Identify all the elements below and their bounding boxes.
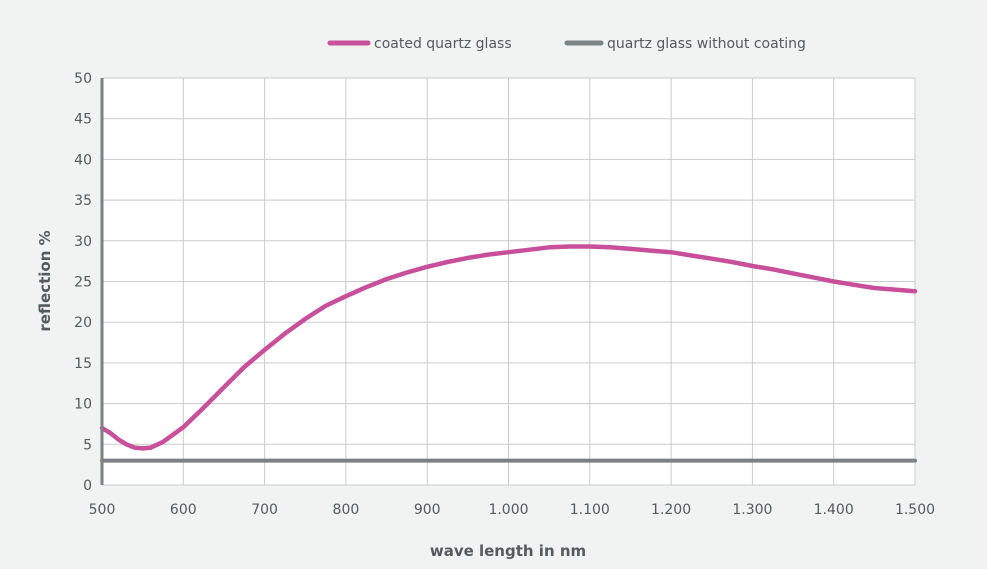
y-tick-label: 15 [74,356,92,372]
y-tick-labels: 0 5 10 15 20 25 30 35 40 45 50 [74,71,92,494]
grid [101,77,916,486]
y-tick-label: 50 [74,71,92,87]
x-tick-label: 1.300 [732,502,772,518]
x-tick-label: 1.400 [814,502,854,518]
x-tick-label: 800 [333,502,360,518]
x-tick-label: 1.200 [651,502,691,518]
y-tick-label: 20 [74,315,92,331]
legend-item-uncoated: quartz glass without coating [564,36,806,52]
x-tick-label: 900 [414,502,441,518]
legend: coated quartz glass quartz glass without… [327,36,806,52]
y-tick-label: 40 [74,152,92,168]
x-tick-label: 1.100 [570,502,610,518]
y-tick-label: 25 [74,275,92,291]
y-tick-label: 5 [83,437,92,453]
y-tick-label: 30 [74,234,92,250]
legend-label-coated: coated quartz glass [374,36,512,52]
y-tick-label: 35 [74,193,92,209]
y-axis-title: reflection % [36,230,54,331]
series-line-coated [99,244,918,451]
x-tick-label: 600 [170,502,197,518]
y-tick-label: 10 [74,397,92,413]
x-axis-title: wave length in nm [430,542,586,560]
y-tick-label: 45 [74,112,92,128]
x-tick-label: 1.500 [895,502,935,518]
x-tick-label: 700 [251,502,278,518]
x-tick-labels: 500 600 700 800 900 1.000 1.100 1.200 1.300 1.400… [89,502,935,518]
x-tick-label: 500 [89,502,116,518]
series-layer [99,244,918,463]
x-tick-label: 1.000 [488,502,528,518]
y-tick-label: 0 [83,478,92,494]
legend-item-coated: coated quartz glass [327,36,512,52]
legend-label-uncoated: quartz glass without coating [607,36,806,52]
